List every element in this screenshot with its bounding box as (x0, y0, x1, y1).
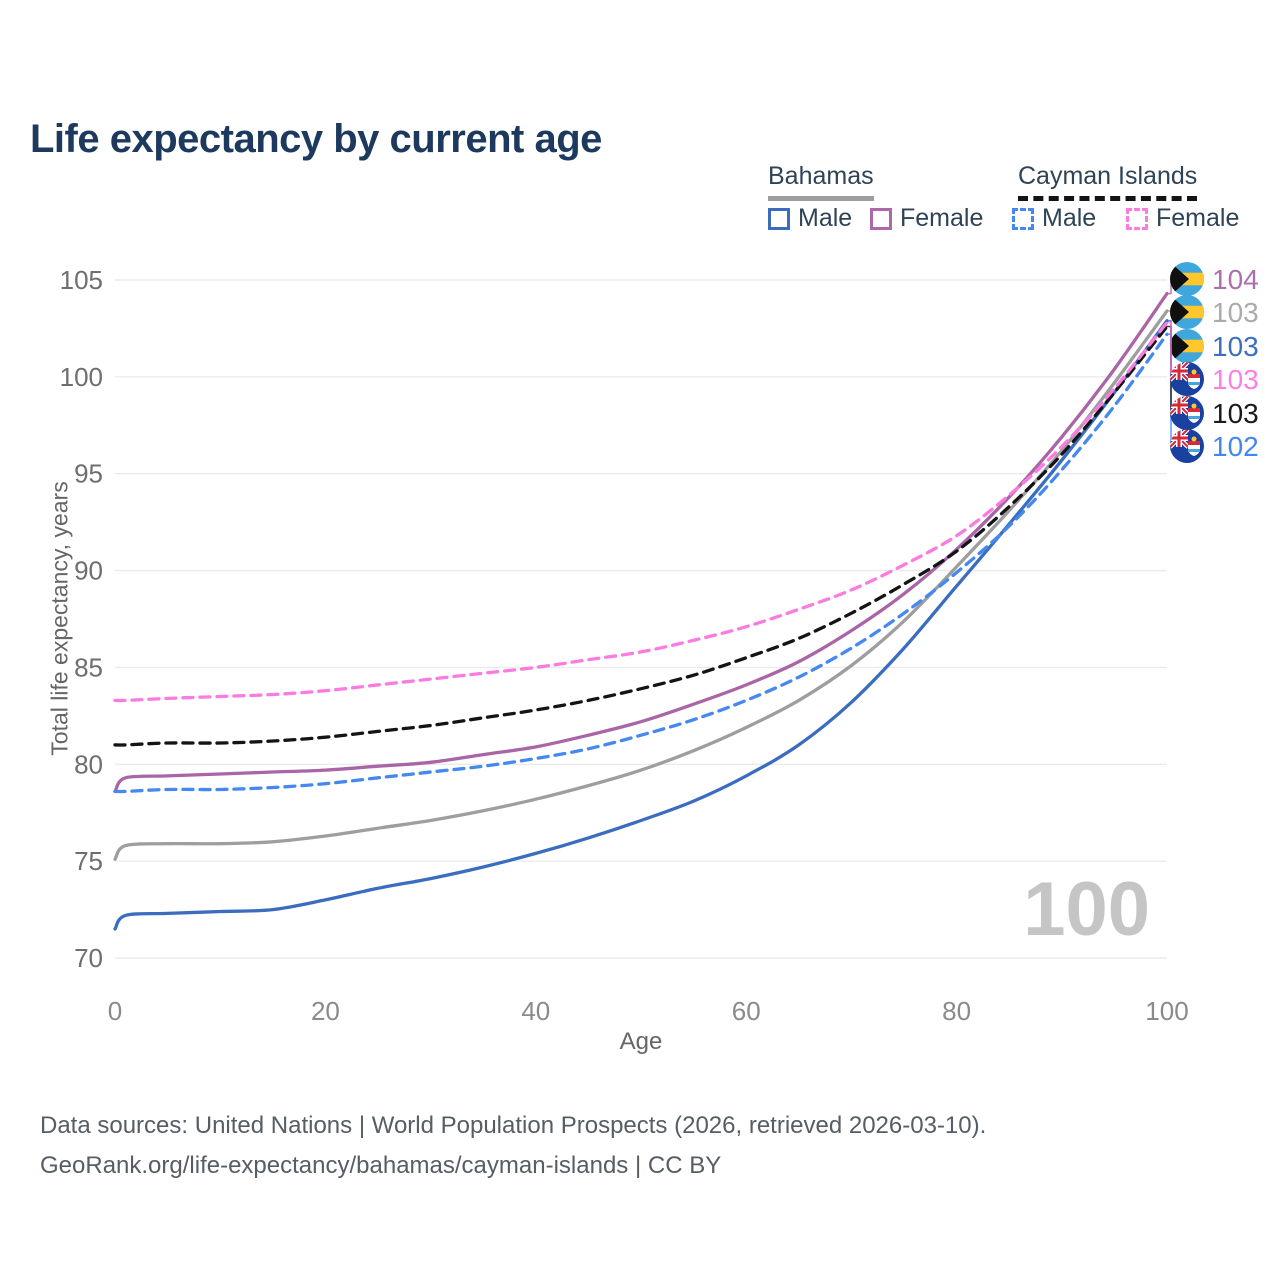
cayman-islands-flag-icon (1170, 362, 1204, 396)
legend-item-bahamas-male[interactable]: Male (768, 204, 852, 233)
end-value-label-cayman-islands-both: 103 (1212, 398, 1259, 429)
series-line-cayman-islands-male[interactable] (113, 332, 1169, 794)
series-line-bahamas-female[interactable] (113, 291, 1169, 794)
y-tick-label: 70 (74, 943, 103, 973)
y-tick-label: 95 (74, 459, 103, 489)
data-source-footer: Data sources: United Nations | World Pop… (40, 1106, 986, 1186)
legend-label: Female (900, 204, 984, 232)
legend-item-bahamas-female[interactable]: Female (870, 204, 983, 233)
x-tick-label: 20 (311, 996, 340, 1026)
x-tick-label: 40 (521, 996, 550, 1026)
series-line-bahamas-male[interactable] (113, 319, 1169, 931)
page-title: Life expectancy by current age (30, 116, 602, 161)
footer-line-attribution: GeoRank.org/life-expectancy/bahamas/caym… (40, 1152, 722, 1179)
end-value-label-bahamas-female: 104 (1212, 264, 1259, 295)
end-value-label-cayman-islands-male: 102 (1212, 431, 1259, 462)
x-tick-label: 100 (1145, 996, 1188, 1026)
x-tick-label: 0 (108, 996, 122, 1026)
bahamas-male-swatch-icon (768, 207, 790, 230)
y-axis-title: Total life expectancy, years (46, 481, 73, 756)
legend-group-cayman-islands[interactable]: Cayman Islands (1018, 162, 1198, 201)
end-value-label-cayman-islands-female: 103 (1212, 364, 1259, 395)
series-line-cayman-islands-female[interactable] (113, 320, 1169, 703)
end-label-connector (1166, 321, 1172, 380)
bahamas-female-swatch-icon (870, 207, 892, 230)
cayman-islands-flag-icon (1170, 396, 1204, 430)
legend-label: Female (1156, 204, 1240, 232)
cayman-female-swatch-icon (1126, 207, 1148, 230)
bahamas-flag-icon (1170, 262, 1204, 296)
hover-age-watermark: 100 (1023, 867, 1150, 952)
bahamas-flag-icon (1170, 295, 1204, 329)
y-tick-label: 85 (74, 652, 103, 682)
y-tick-label: 105 (60, 265, 103, 295)
x-tick-label: 80 (942, 996, 971, 1026)
y-tick-label: 75 (74, 846, 103, 876)
x-tick-label: 60 (732, 996, 761, 1026)
bahamas-flag-icon (1170, 329, 1204, 363)
y-tick-label: 80 (74, 749, 103, 779)
legend-group-bahamas[interactable]: Bahamas (768, 162, 874, 201)
cayman-male-swatch-icon (1012, 207, 1034, 230)
legend-label: Male (798, 204, 853, 232)
y-tick-label: 100 (60, 362, 103, 392)
end-value-label-bahamas-both: 103 (1212, 297, 1259, 328)
cayman-islands-flag-icon (1170, 429, 1204, 463)
series-line-bahamas-both[interactable] (113, 309, 1169, 861)
y-tick-label: 90 (74, 556, 103, 586)
x-axis-title: Age (619, 1028, 663, 1055)
footer-line-sources: Data sources: United Nations | World Pop… (40, 1112, 987, 1139)
end-value-label-bahamas-male: 103 (1212, 331, 1259, 362)
legend-item-cayman-female[interactable]: Female (1126, 204, 1239, 233)
legend-label: Male (1042, 204, 1097, 232)
legend-item-cayman-male[interactable]: Male (1012, 204, 1096, 233)
series-line-cayman-islands-both[interactable] (113, 324, 1169, 747)
